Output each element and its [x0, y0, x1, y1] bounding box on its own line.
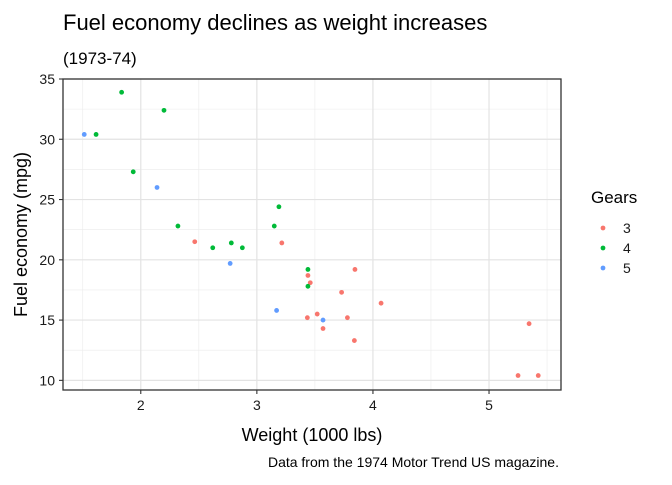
legend-label-5: 5: [623, 260, 631, 276]
data-point-gear-4: [161, 107, 167, 113]
data-point-gear-3: [352, 267, 358, 272]
data-point-gear-4: [276, 204, 282, 210]
x-axis-label: Weight (1000 lbs): [242, 425, 383, 445]
legend: Gears 3 4 5: [591, 188, 637, 276]
chart-subtitle: (1973-74): [63, 49, 137, 68]
legend-title: Gears: [591, 188, 637, 207]
data-point-gear-4: [210, 245, 216, 251]
data-point-gear-3: [339, 289, 345, 295]
data-point-gear-3: [279, 240, 285, 246]
legend-label-4: 4: [623, 240, 631, 256]
y-tick-label: 20: [39, 252, 55, 268]
x-tick-label: 2: [137, 397, 145, 413]
data-point-gear-3: [307, 280, 313, 286]
data-point-gear-3: [351, 338, 357, 343]
chart-title: Fuel economy declines as weight increase…: [63, 10, 487, 35]
data-point-gear-3: [305, 273, 311, 278]
minor-gridlines: [63, 79, 561, 390]
x-tick-label: 4: [369, 397, 377, 413]
data-point-gear-3: [320, 326, 326, 331]
legend-key-3: [600, 225, 606, 231]
data-point-gear-4: [228, 240, 234, 246]
data-point-gear-4: [239, 245, 245, 251]
data-point-gear-4: [93, 132, 99, 137]
data-point-gear-3: [192, 239, 198, 245]
data-point-gear-4: [119, 89, 125, 95]
data-point-gear-4: [305, 267, 311, 272]
y-tick-label: 15: [39, 312, 55, 328]
plot-panel-border: [62, 78, 562, 391]
x-tick-label: 5: [485, 397, 493, 413]
data-point-gear-5: [81, 132, 87, 137]
y-tick-label: 30: [39, 131, 55, 147]
data-point-gear-4: [130, 169, 136, 175]
y-tick-label: 35: [39, 71, 55, 87]
data-point-gear-4: [175, 223, 181, 229]
data-point-gear-5: [320, 317, 326, 323]
data-point-gear-4: [271, 223, 277, 229]
data-point-gear-3: [345, 315, 350, 321]
data-point-gear-3: [526, 321, 532, 327]
major-gridlines: [63, 78, 561, 390]
legend-key-4: [600, 245, 606, 251]
data-point-gear-3: [314, 311, 320, 317]
chart-caption: Data from the 1974 Motor Trend US magazi…: [268, 454, 559, 470]
data-point-gear-3: [535, 373, 541, 378]
data-point-gear-4: [305, 283, 311, 289]
x-axis: 2 3 4 5: [137, 390, 493, 413]
y-axis-label: Fuel economy (mpg): [11, 152, 31, 317]
data-point-gear-3: [515, 373, 521, 378]
legend-key-5: [600, 265, 606, 271]
data-point-gear-5: [227, 261, 233, 266]
legend-label-3: 3: [623, 220, 631, 236]
y-axis: 10 15 20 25 30 35: [39, 71, 63, 388]
data-point-gear-5: [274, 308, 279, 313]
y-tick-label: 25: [39, 192, 55, 208]
x-tick-label: 3: [253, 397, 261, 413]
data-point-gear-3: [304, 315, 310, 321]
data-points: [81, 89, 541, 378]
y-tick-label: 10: [39, 372, 55, 388]
data-point-gear-3: [378, 300, 384, 306]
data-point-gear-5: [154, 185, 160, 190]
